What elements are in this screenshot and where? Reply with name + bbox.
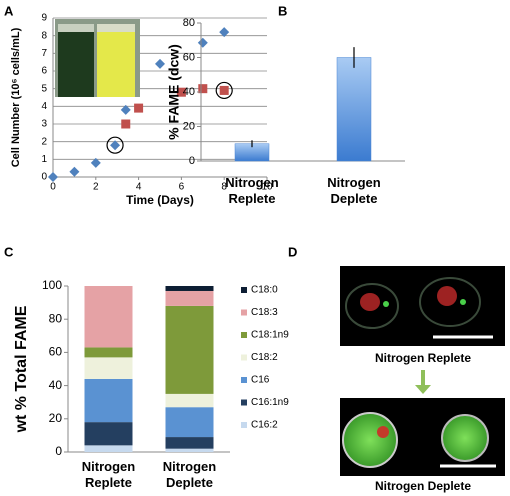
marker	[48, 172, 58, 182]
bar-segment	[165, 290, 214, 306]
y-tick-label: 20	[49, 411, 63, 425]
bar-segment	[84, 422, 133, 446]
x-tick-label: 10	[261, 182, 273, 193]
y-tick-label: 1	[41, 154, 47, 165]
y-tick-label: 5	[41, 83, 47, 94]
bar-segment	[165, 407, 214, 438]
bar-segment	[165, 437, 214, 449]
legend-swatch	[241, 354, 247, 361]
bar-segment	[84, 445, 133, 452]
x-tick-label: Nitrogen Deplete	[162, 459, 217, 490]
marker	[110, 140, 121, 151]
marker	[90, 157, 101, 168]
y-tick-label: 8	[41, 30, 47, 41]
y-tick-label: 20	[183, 120, 195, 132]
y-tick-label: 40	[49, 378, 63, 392]
micrograph	[340, 266, 505, 346]
legend-label: C18:0	[251, 285, 278, 296]
x-tick-label: Nitrogen Replete	[225, 175, 279, 206]
y-tick-label: 100	[42, 278, 62, 292]
marker	[219, 27, 230, 38]
bar-segment	[84, 378, 133, 423]
legend-label: C16:2	[251, 420, 278, 431]
legend-label: C18:3	[251, 307, 278, 318]
marker	[121, 119, 131, 129]
y-tick-label: 40	[183, 86, 195, 98]
micrograph	[340, 398, 505, 476]
caption: Nitrogen Replete	[375, 351, 471, 365]
bar-segment	[84, 357, 133, 379]
marker	[219, 85, 229, 95]
y-tick-label: 60	[183, 51, 195, 63]
y-axis-title: Cell Number (10⁶ cells/mL)	[10, 27, 22, 167]
legend-swatch	[241, 332, 247, 338]
y-tick-label: 80	[49, 311, 63, 325]
legend-label: C16:1n9	[251, 397, 289, 408]
y-tick-label: 2	[41, 136, 47, 147]
x-tick-label: Nitrogen Replete	[81, 459, 136, 490]
x-tick-label: 2	[93, 182, 99, 193]
caption: Nitrogen Deplete	[375, 479, 471, 493]
legend-label: C18:1n9	[251, 330, 289, 341]
legend-label: C18:2	[251, 352, 278, 363]
y-tick-label: 9	[41, 13, 47, 24]
y-axis-title: % FAME (dcw)	[166, 44, 182, 140]
panel-label: C	[4, 244, 14, 259]
legend-label: C16	[251, 375, 270, 386]
x-tick-label: 6	[179, 182, 185, 193]
bar-segment	[165, 448, 214, 452]
marker	[69, 166, 80, 177]
legend-swatch	[241, 309, 247, 316]
y-tick-label: 0	[55, 444, 62, 458]
highlight-ring	[215, 81, 233, 100]
bar-segment	[165, 393, 214, 408]
y-tick-label: 0	[189, 155, 195, 167]
marker	[198, 84, 208, 94]
y-axis-title: wt % Total FAME	[13, 305, 30, 433]
panel-label: A	[4, 3, 14, 18]
marker	[134, 103, 144, 113]
y-tick-label: 4	[41, 101, 47, 112]
marker	[176, 87, 186, 97]
x-axis-title: Time (Days)	[126, 193, 194, 207]
marker	[197, 37, 208, 48]
bar-segment	[165, 305, 214, 394]
legend-swatch	[241, 422, 247, 428]
bar-segment	[165, 286, 214, 291]
bar-segment	[84, 286, 133, 348]
y-tick-label: 0	[41, 172, 47, 183]
y-tick-label: 60	[49, 345, 63, 359]
y-tick-label: 80	[183, 17, 195, 29]
arrow	[415, 370, 431, 394]
y-tick-label: 6	[41, 66, 47, 77]
panel-label: B	[278, 3, 287, 18]
y-tick-label: 7	[41, 48, 47, 59]
x-tick-label: 4	[136, 182, 142, 193]
marker	[120, 104, 131, 115]
bar	[336, 57, 372, 162]
x-tick-label: 8	[221, 182, 227, 193]
x-tick-label: Nitrogen Deplete	[327, 175, 381, 206]
inset-photo	[55, 19, 140, 97]
x-tick-label: 0	[50, 182, 56, 193]
y-tick-label: 3	[41, 119, 47, 130]
marker	[155, 58, 165, 69]
legend-swatch	[241, 399, 247, 406]
legend-swatch	[241, 377, 247, 383]
bar-segment	[84, 347, 133, 358]
highlight-ring	[106, 136, 124, 154]
legend-swatch	[241, 287, 247, 293]
panel-label: D	[288, 244, 297, 259]
